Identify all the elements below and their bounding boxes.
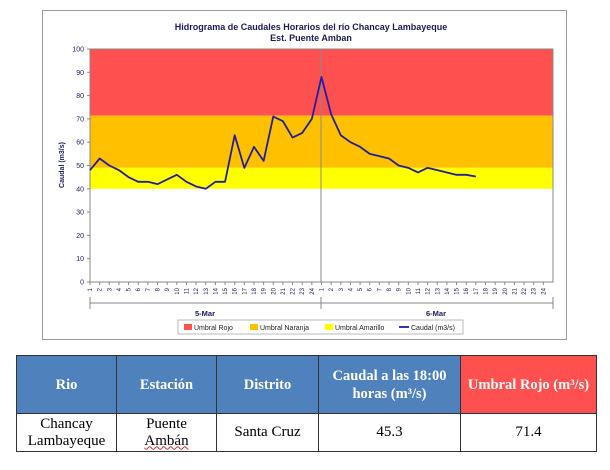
legend-swatch-rojo [184,324,192,330]
x-tick-label: 18 [252,287,258,294]
header-estacion: Estación [116,355,217,414]
x-tick-label: 2 [329,287,335,291]
cell-estacion: Puente Ambán [116,413,217,452]
legend-label-caudal: Caudal (m3/s) [411,325,455,332]
chart-svg: Hidrograma de Caudales Horarios del río … [59,22,554,335]
x-tick-label: 24 [541,287,547,294]
x-tick-label: 22 [291,287,297,294]
y-tick-label: 0 [80,280,84,287]
x-tick-label: 7 [377,287,383,291]
header-caudal: Caudal a las 18:00 horas (m³/s) [318,355,461,414]
x-tick-label: 11 [416,287,422,294]
x-tick-label: 23 [532,287,538,294]
x-tick-label: 1 [88,287,94,291]
x-tick-label: 20 [271,287,277,294]
series-line-caudal [89,76,476,190]
x-tick-label: 14 [213,287,219,294]
x-tick-label: 4 [117,287,123,291]
x-tick-label: 11 [184,287,190,294]
cell-umbral: 71.4 [460,413,597,452]
x-tick-label: 9 [397,287,403,291]
y-tick-label: 20 [76,233,84,240]
chart-subtitle: Est. Puente Amban [270,33,352,43]
x-axis: 1 2 3 4 5 6 7 8 9 10 11 12 13 14 15 16 17 18 19 20 21 22 23 24 1… [88,282,547,295]
x-tick-label: 18 [483,287,489,294]
y-tick-label: 70 [76,116,84,123]
x-tick-label: 10 [175,287,181,294]
day-label-1: 5-Mar [195,309,215,318]
x-tick-label: 7 [146,287,152,291]
x-tick-label: 6 [368,287,374,291]
x-tick-label: 8 [156,287,162,291]
cell-distrito: Santa Cruz [216,413,319,452]
x-tick-label: 9 [165,287,171,291]
chart-legend: Umbral Rojo Umbral Naranja Umbral Amaril… [177,319,464,335]
table-row: Chancay Lambayeque Puente Ambán Santa Cr… [16,413,597,452]
header-umbral-rojo: Umbral Rojo (m³/s) [460,355,597,414]
x-tick-label: 23 [300,287,306,294]
y-tick-label: 80 [76,93,84,100]
x-tick-label: 19 [493,287,499,294]
x-tick-label: 6 [136,287,142,291]
y-tick-label: 10 [76,256,84,263]
x-tick-label: 22 [522,287,528,294]
x-tick-label: 17 [474,287,480,294]
x-tick-label: 5 [358,287,364,291]
x-tick-label: 2 [98,287,104,291]
header-rio: Rio [16,355,117,414]
x-tick-label: 3 [107,287,113,291]
table-header-row: Rio Estación Distrito Caudal a las 18:00… [16,355,597,414]
x-tick-label: 3 [339,287,345,291]
x-tick-label: 21 [281,287,287,294]
cell-estacion-line2: Ambán [144,432,189,449]
legend-label-naranja: Umbral Naranja [260,325,309,332]
x-tick-label: 4 [348,287,354,291]
x-tick-label: 20 [503,287,509,294]
x-tick-label: 13 [435,287,441,294]
x-tick-label: 21 [512,287,518,294]
y-tick-label: 30 [76,210,84,217]
x-tick-label: 12 [194,287,200,294]
day-label-2: 6-Mar [426,309,446,318]
legend-frame [177,319,464,335]
header-distrito: Distrito [216,355,319,414]
x-tick-label: 24 [310,287,316,294]
x-tick-label: 15 [455,287,461,294]
y-tick-label: 50 [76,163,84,170]
y-axis: 0 10 20 30 40 50 60 70 80 90 100 [72,47,90,287]
x-tick-label: 5 [127,287,133,291]
y-tick-label: 40 [76,186,84,193]
cell-caudal: 45.3 [318,413,461,452]
x-tick-label: 17 [242,287,248,294]
x-tick-label: 15 [223,287,229,294]
station-table: Rio Estación Distrito Caudal a las 18:00… [16,355,597,452]
x-tick-label: 10 [406,287,412,294]
cell-estacion-line1: Puente [146,415,187,432]
y-tick-label: 90 [76,70,84,77]
legend-label-amarillo: Umbral Amarillo [335,325,385,332]
x-tick-label: 16 [464,287,470,294]
legend-swatch-naranja [250,324,258,330]
legend-label-rojo: Umbral Rojo [194,325,233,332]
x-tick-label: 12 [426,287,432,294]
y-tick-label: 60 [76,140,84,147]
hydrograph-chart: Hidrograma de Caudales Horarios del río … [42,10,567,340]
x-tick-label: 14 [445,287,451,294]
y-tick-label: 100 [72,47,84,54]
legend-swatch-amarillo [325,324,333,330]
x-tick-label: 8 [387,287,393,291]
y-axis-label: Caudal (m3/s) [59,142,66,188]
x-tick-label: 19 [262,287,268,294]
cell-rio: Chancay Lambayeque [16,413,117,452]
chart-title: Hidrograma de Caudales Horarios del río … [175,22,448,32]
x-tick-label: 1 [320,287,326,291]
x-tick-label: 13 [204,287,210,294]
x-tick-label: 16 [233,287,239,294]
